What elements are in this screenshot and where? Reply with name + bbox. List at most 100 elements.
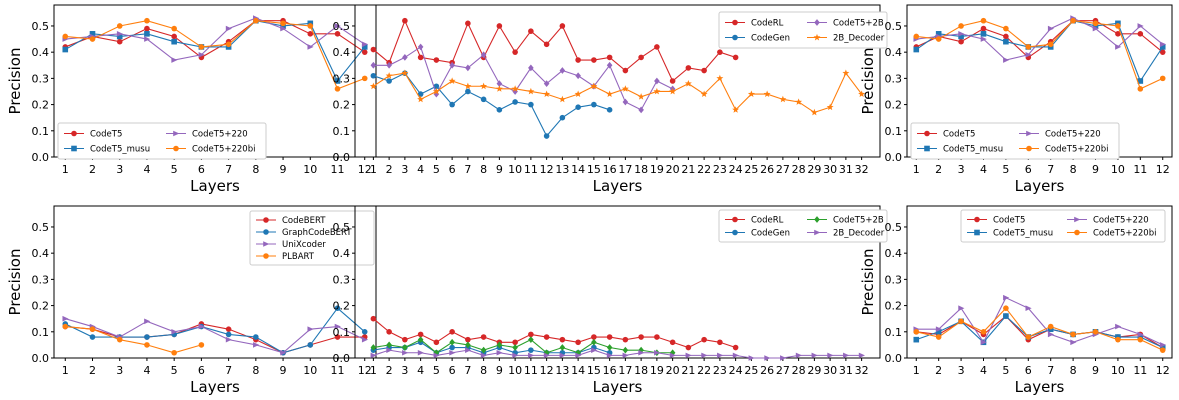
x-tick-label: 9	[1092, 364, 1099, 377]
data-point	[528, 352, 535, 359]
legend-marker	[732, 216, 738, 223]
data-point	[1115, 23, 1121, 29]
data-point	[654, 77, 660, 85]
data-point	[622, 346, 629, 354]
x-tick-label: 26	[760, 364, 774, 377]
data-point	[732, 106, 740, 113]
legend-marker	[1026, 145, 1032, 152]
data-point	[144, 36, 151, 42]
y-tick-label: 0.2	[885, 99, 903, 112]
data-point	[496, 107, 503, 113]
data-point	[144, 318, 151, 325]
data-point	[225, 326, 232, 332]
data-point	[575, 104, 581, 111]
plot-frame	[53, 205, 377, 359]
series-line	[65, 326, 202, 354]
x-tick-label: 1	[913, 364, 920, 377]
data-point	[361, 49, 368, 55]
data-point	[1025, 334, 1032, 340]
x-tick-label: 2	[386, 163, 393, 176]
x-tick-label: 12	[1156, 163, 1170, 176]
data-point	[449, 344, 455, 351]
legend-label: CodeT5_musu	[90, 145, 150, 155]
data-point	[1070, 331, 1076, 338]
data-point	[591, 57, 597, 63]
x-tick-label: 18	[634, 163, 648, 176]
data-point	[543, 334, 550, 340]
data-point	[417, 95, 425, 103]
data-point	[638, 349, 645, 356]
data-point	[780, 355, 787, 361]
data-point	[361, 41, 369, 48]
x-tick-label: 9	[1092, 163, 1099, 176]
data-point	[449, 61, 455, 69]
x-tick-label: 15	[587, 163, 601, 176]
data-point	[62, 315, 69, 322]
legend-box	[718, 11, 888, 49]
data-point	[62, 46, 69, 53]
legend: CodeRL CodeGen CodeT5+2B 2B_Decoder	[718, 11, 888, 49]
data-point	[370, 352, 377, 359]
data-point	[225, 336, 232, 343]
chart-panel-top-middle: 0.00.10.20.30.40.51 2 3 4 5 6 7 8 9 10 11 12 13 14 15 1…	[333, 4, 888, 195]
data-point	[527, 87, 535, 95]
data-point	[1115, 336, 1121, 343]
data-point	[464, 82, 472, 90]
y-axis-title: Precision	[6, 48, 24, 115]
x-axis-title: Layers	[593, 378, 643, 396]
data-point	[62, 323, 69, 330]
x-tick-label: 8	[252, 163, 259, 176]
x-tick-label: 9	[280, 364, 287, 377]
legend-marker	[263, 217, 269, 223]
legend-label: CodeT5_musu	[993, 229, 1053, 239]
x-tick-label: 13	[555, 364, 569, 377]
x-axis-title: Layers	[593, 177, 643, 195]
data-point	[543, 80, 550, 87]
data-point	[795, 98, 803, 105]
data-point	[732, 54, 739, 61]
legend-marker	[1026, 130, 1033, 137]
series-2B_Decoder	[369, 69, 866, 116]
data-point	[958, 318, 964, 325]
legend: CodeT5 CodeT5_musu CodeT5+220 CodeT5+220bi	[910, 122, 1120, 160]
data-point	[858, 90, 866, 98]
data-point	[842, 69, 850, 77]
data-point	[622, 336, 629, 343]
x-tick-label: 29	[807, 364, 821, 377]
data-point	[370, 344, 377, 351]
data-point	[198, 51, 205, 58]
data-point	[559, 336, 566, 343]
data-point	[575, 352, 582, 359]
data-point	[370, 61, 377, 69]
series-line	[373, 339, 673, 354]
data-point	[402, 344, 408, 351]
y-tick-label: 0.1	[32, 326, 50, 339]
data-point	[89, 36, 96, 42]
series-line	[65, 318, 365, 354]
data-point	[116, 33, 123, 40]
data-point	[638, 106, 644, 114]
legend-marker	[263, 241, 270, 247]
x-tick-label: 5	[1002, 364, 1009, 377]
data-point	[575, 349, 581, 357]
data-point	[401, 69, 409, 77]
x-tick-label: 9	[496, 364, 503, 377]
x-tick-label: 2	[935, 163, 942, 176]
y-tick-label: 0.5	[885, 221, 903, 234]
x-tick-label: 4	[143, 163, 150, 176]
series-line	[373, 46, 673, 111]
x-tick-label: 17	[618, 364, 632, 377]
y-tick-label: 0.5	[885, 20, 903, 33]
data-point	[89, 334, 96, 340]
data-point	[307, 326, 314, 332]
x-tick-label: 11	[1133, 163, 1147, 176]
data-point	[1092, 25, 1099, 32]
data-point	[89, 31, 96, 37]
x-tick-label: 3	[401, 364, 408, 377]
legend-label: CodeRL	[751, 216, 784, 226]
data-point	[116, 336, 123, 343]
data-point	[402, 336, 408, 343]
data-point	[480, 334, 487, 340]
data-point	[1025, 44, 1032, 50]
chart-panel-top-right: 0.00.10.20.30.40.51 2 3 4 5 6 7 8 9 10 11 12LayersP…	[859, 4, 1173, 195]
